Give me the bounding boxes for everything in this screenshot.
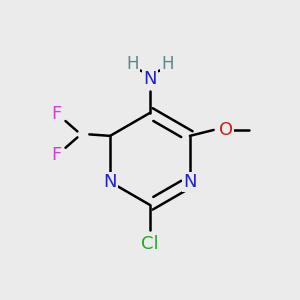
Text: F: F — [52, 146, 62, 164]
Text: F: F — [52, 105, 62, 123]
Text: N: N — [183, 173, 196, 191]
Text: Cl: Cl — [141, 235, 159, 253]
Text: N: N — [143, 70, 157, 88]
Text: H: H — [126, 55, 138, 73]
Text: O: O — [218, 121, 233, 139]
Text: H: H — [162, 55, 174, 73]
Text: N: N — [103, 173, 117, 191]
